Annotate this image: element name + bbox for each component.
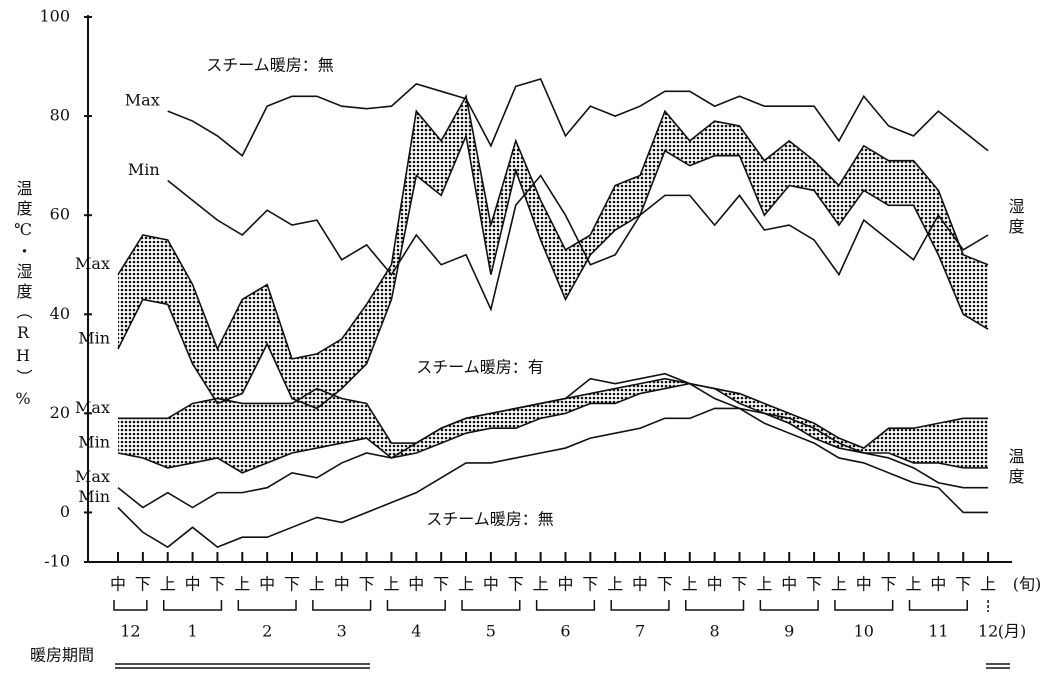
x-tick-label: 下 [955, 575, 971, 594]
x-tick-label: 上 [906, 575, 922, 594]
band-fill [118, 378, 989, 473]
y-tick-label: 60 [50, 205, 70, 224]
series-label: Max [75, 398, 110, 417]
x-tick-label: 中 [632, 575, 648, 594]
month-bracket [162, 600, 223, 611]
y-tick-label: 40 [50, 304, 70, 323]
series-line [167, 77, 989, 157]
x-tick-label: 下 [359, 575, 375, 594]
heating-label: 暖房期間 [30, 646, 94, 665]
x-tick-label: 中 [707, 575, 723, 594]
series-line [117, 133, 989, 410]
x-tick-label: 中 [483, 575, 499, 594]
series-line [117, 382, 989, 474]
x-tick-label: 上 [682, 575, 698, 594]
x-tick-label: 下 [135, 575, 151, 594]
annotation: スチーム暖房：無 [206, 56, 334, 75]
month-bracket [535, 600, 596, 611]
series-label: Min [78, 328, 110, 347]
x-tick-label: 中 [185, 575, 201, 594]
month-label: 9 [784, 622, 794, 641]
annotation: 湿度 [1006, 198, 1025, 238]
y-tick-label: 100 [39, 7, 70, 26]
x-tick-label: 中 [557, 575, 573, 594]
x-tick-label: 上 [533, 575, 549, 594]
month-bracket [834, 600, 894, 611]
x-tick-label: 下 [731, 575, 747, 594]
series-label: Min [128, 160, 160, 179]
y-tick-label: 20 [50, 403, 70, 422]
month-label: 1 [187, 622, 197, 641]
x-tick-label: 中 [781, 575, 797, 594]
month-bracket [610, 600, 670, 611]
month-label: 4 [411, 622, 421, 641]
series-line [117, 407, 989, 549]
series-line [167, 174, 989, 312]
month-bracket [685, 600, 745, 611]
x-tick-label: 下 [657, 575, 673, 594]
month-bracket [237, 600, 297, 611]
month-label: 6 [560, 622, 570, 641]
annotation: スチーム暖房：有 [416, 358, 544, 377]
x-tick-label: 下 [209, 575, 225, 594]
annotation: スチーム暖房：無 [426, 510, 554, 529]
x-tick-label: 下 [284, 575, 300, 594]
series-label: Max [75, 467, 110, 486]
x-tick-label: 上 [607, 575, 623, 594]
x-tick-label: 上 [160, 575, 176, 594]
month-label: 8 [710, 622, 720, 641]
month-label: 12 [978, 622, 998, 641]
y-tick-label: 0 [60, 502, 70, 521]
month-bracket [759, 600, 819, 611]
month-label: 7 [635, 622, 645, 641]
x-tick-label: 中 [259, 575, 275, 594]
x-tick-label: 中 [334, 575, 350, 594]
month-label: 5 [486, 622, 496, 641]
x-tick-label: 下 [806, 575, 822, 594]
x-tick-label: 下 [508, 575, 524, 594]
x-tick-label: 中 [110, 575, 126, 594]
series-line [117, 93, 989, 360]
x-tick-label: 下 [881, 575, 897, 594]
band-fill [118, 96, 989, 409]
x-tick-label: 上 [309, 575, 325, 594]
annotation: 温度 [1006, 448, 1025, 488]
x-tick-label: 上 [831, 575, 847, 594]
month-label: 10 [854, 622, 874, 641]
x-tick-label: 上 [234, 575, 250, 594]
series-label: Max [75, 254, 110, 273]
month-bracket [908, 600, 968, 611]
month-bracket [386, 600, 446, 611]
series-label: Min [78, 487, 110, 506]
month-bracket [461, 600, 521, 611]
x-tick-label: 下 [433, 575, 449, 594]
y-axis-label: 温度℃・湿度（RH）% [14, 180, 33, 412]
period-unit: (旬) [1013, 575, 1042, 594]
x-tick-label: 上 [383, 575, 399, 594]
month-bracket [113, 600, 148, 611]
month-label: 2 [262, 622, 272, 641]
series-label: Max [125, 91, 160, 110]
month-unit: (月) [998, 622, 1027, 641]
series-label: Min [78, 433, 110, 452]
x-tick-label: 上 [458, 575, 474, 594]
month-label: 12 [120, 622, 140, 641]
x-tick-label: 中 [856, 575, 872, 594]
y-tick-label: -10 [44, 552, 70, 571]
x-tick-label: 中 [408, 575, 424, 594]
x-tick-label: 上 [980, 575, 996, 594]
x-tick-label: 中 [930, 575, 946, 594]
x-tick-label: 上 [756, 575, 772, 594]
series-line [117, 372, 989, 509]
month-bracket [312, 600, 372, 611]
month-label: 11 [928, 622, 948, 641]
heating-period [115, 663, 1010, 669]
month-label: 3 [337, 622, 347, 641]
y-tick-label: 80 [50, 106, 70, 125]
x-tick-label: 下 [582, 575, 598, 594]
